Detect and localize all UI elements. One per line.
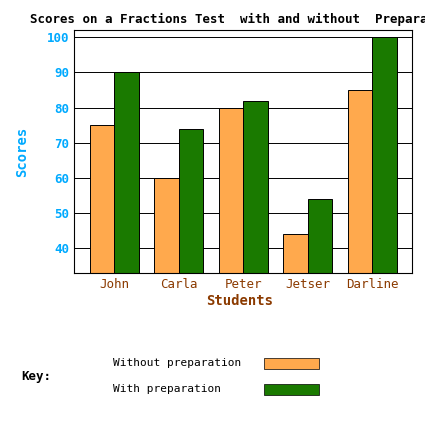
Text: Students: Students	[207, 294, 274, 308]
Y-axis label: Scores: Scores	[15, 126, 29, 177]
Bar	[219, 108, 243, 389]
Bar	[90, 125, 114, 389]
Bar	[372, 37, 397, 389]
Bar	[179, 129, 203, 389]
Bar	[154, 178, 179, 389]
Bar	[348, 90, 372, 389]
Bar	[114, 72, 139, 389]
Title: Scores on a Fractions Test  with and without  Preparation: Scores on a Fractions Test with and with…	[30, 13, 425, 26]
Text: With preparation: With preparation	[113, 384, 221, 394]
Text: Without preparation: Without preparation	[113, 358, 241, 369]
Text: Key:: Key:	[21, 370, 51, 383]
Bar	[283, 234, 308, 389]
Bar	[243, 101, 268, 389]
Bar	[308, 199, 332, 389]
